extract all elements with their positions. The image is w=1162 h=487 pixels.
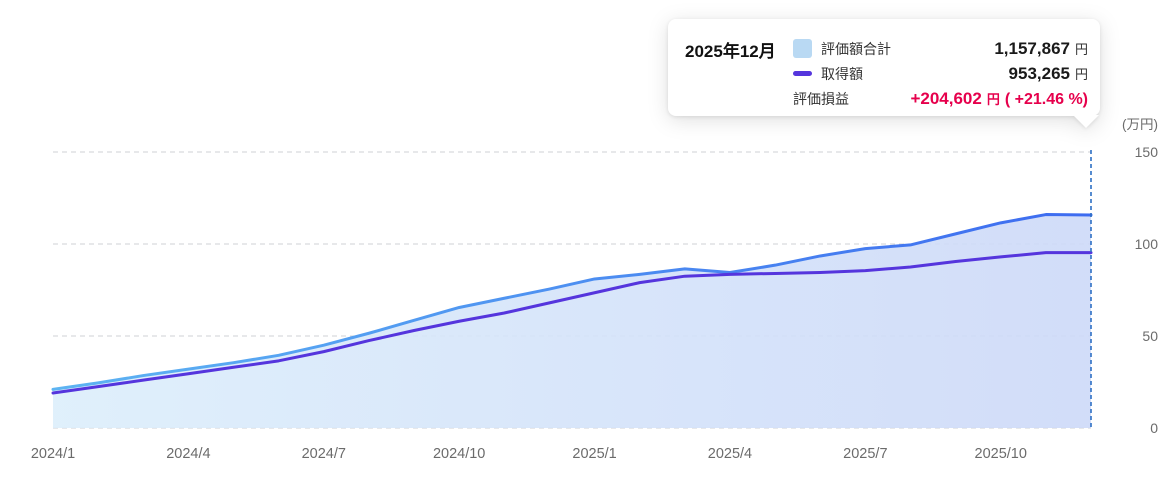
x-tick-label: 2025/4 bbox=[708, 446, 752, 462]
x-tick-label: 2025/7 bbox=[843, 446, 887, 462]
tooltip-rows: 評価額合計 1,157,867 円 取得額 953,265 円 評価損益 +20… bbox=[793, 36, 1088, 111]
x-tick-label: 2024/7 bbox=[302, 446, 346, 462]
x-tick-label: 2024/1 bbox=[31, 446, 75, 462]
profit-loss-label: 評価損益 bbox=[793, 90, 849, 107]
y-tick-label: 100 bbox=[1135, 236, 1159, 252]
valuation-label: 評価額合計 bbox=[821, 40, 891, 57]
x-tick-label: 2024/4 bbox=[166, 446, 210, 462]
x-tick-label: 2024/10 bbox=[433, 446, 485, 462]
cost-value: 953,265 円 bbox=[1008, 63, 1088, 83]
valuation-line bbox=[51, 213, 1093, 391]
chart-tooltip: 2025年12月 評価額合計 1,157,867 円 取得額 953,265 円… bbox=[668, 19, 1100, 128]
profit-loss-value: +204,602 円 ( +21.46 %) bbox=[910, 88, 1088, 108]
y-tick-label: 150 bbox=[1135, 144, 1159, 160]
tooltip-date: 2025年12月 bbox=[685, 42, 776, 61]
valuation-area-fill bbox=[53, 214, 1091, 428]
valuation-area-swatch-icon bbox=[793, 39, 812, 58]
cost-line bbox=[51, 251, 1093, 395]
x-tick-label: 2025/1 bbox=[572, 446, 616, 462]
x-tick-label: 2025/10 bbox=[975, 446, 1027, 462]
valuation-value: 1,157,867 円 bbox=[994, 38, 1088, 58]
cost-label: 取得額 bbox=[821, 65, 863, 82]
cost-line-swatch-icon bbox=[793, 71, 812, 76]
y-axis-unit-label: (万円) bbox=[1122, 117, 1158, 132]
tooltip-row-cost: 取得額 953,265 円 bbox=[793, 61, 1088, 86]
y-tick-label: 50 bbox=[1142, 328, 1158, 344]
tooltip-row-valuation: 評価額合計 1,157,867 円 bbox=[793, 36, 1088, 61]
tooltip-row-profit-loss: 評価損益 +204,602 円 ( +21.46 %) bbox=[793, 86, 1088, 111]
y-tick-label: 0 bbox=[1150, 420, 1158, 436]
tooltip-tail bbox=[1073, 115, 1099, 128]
